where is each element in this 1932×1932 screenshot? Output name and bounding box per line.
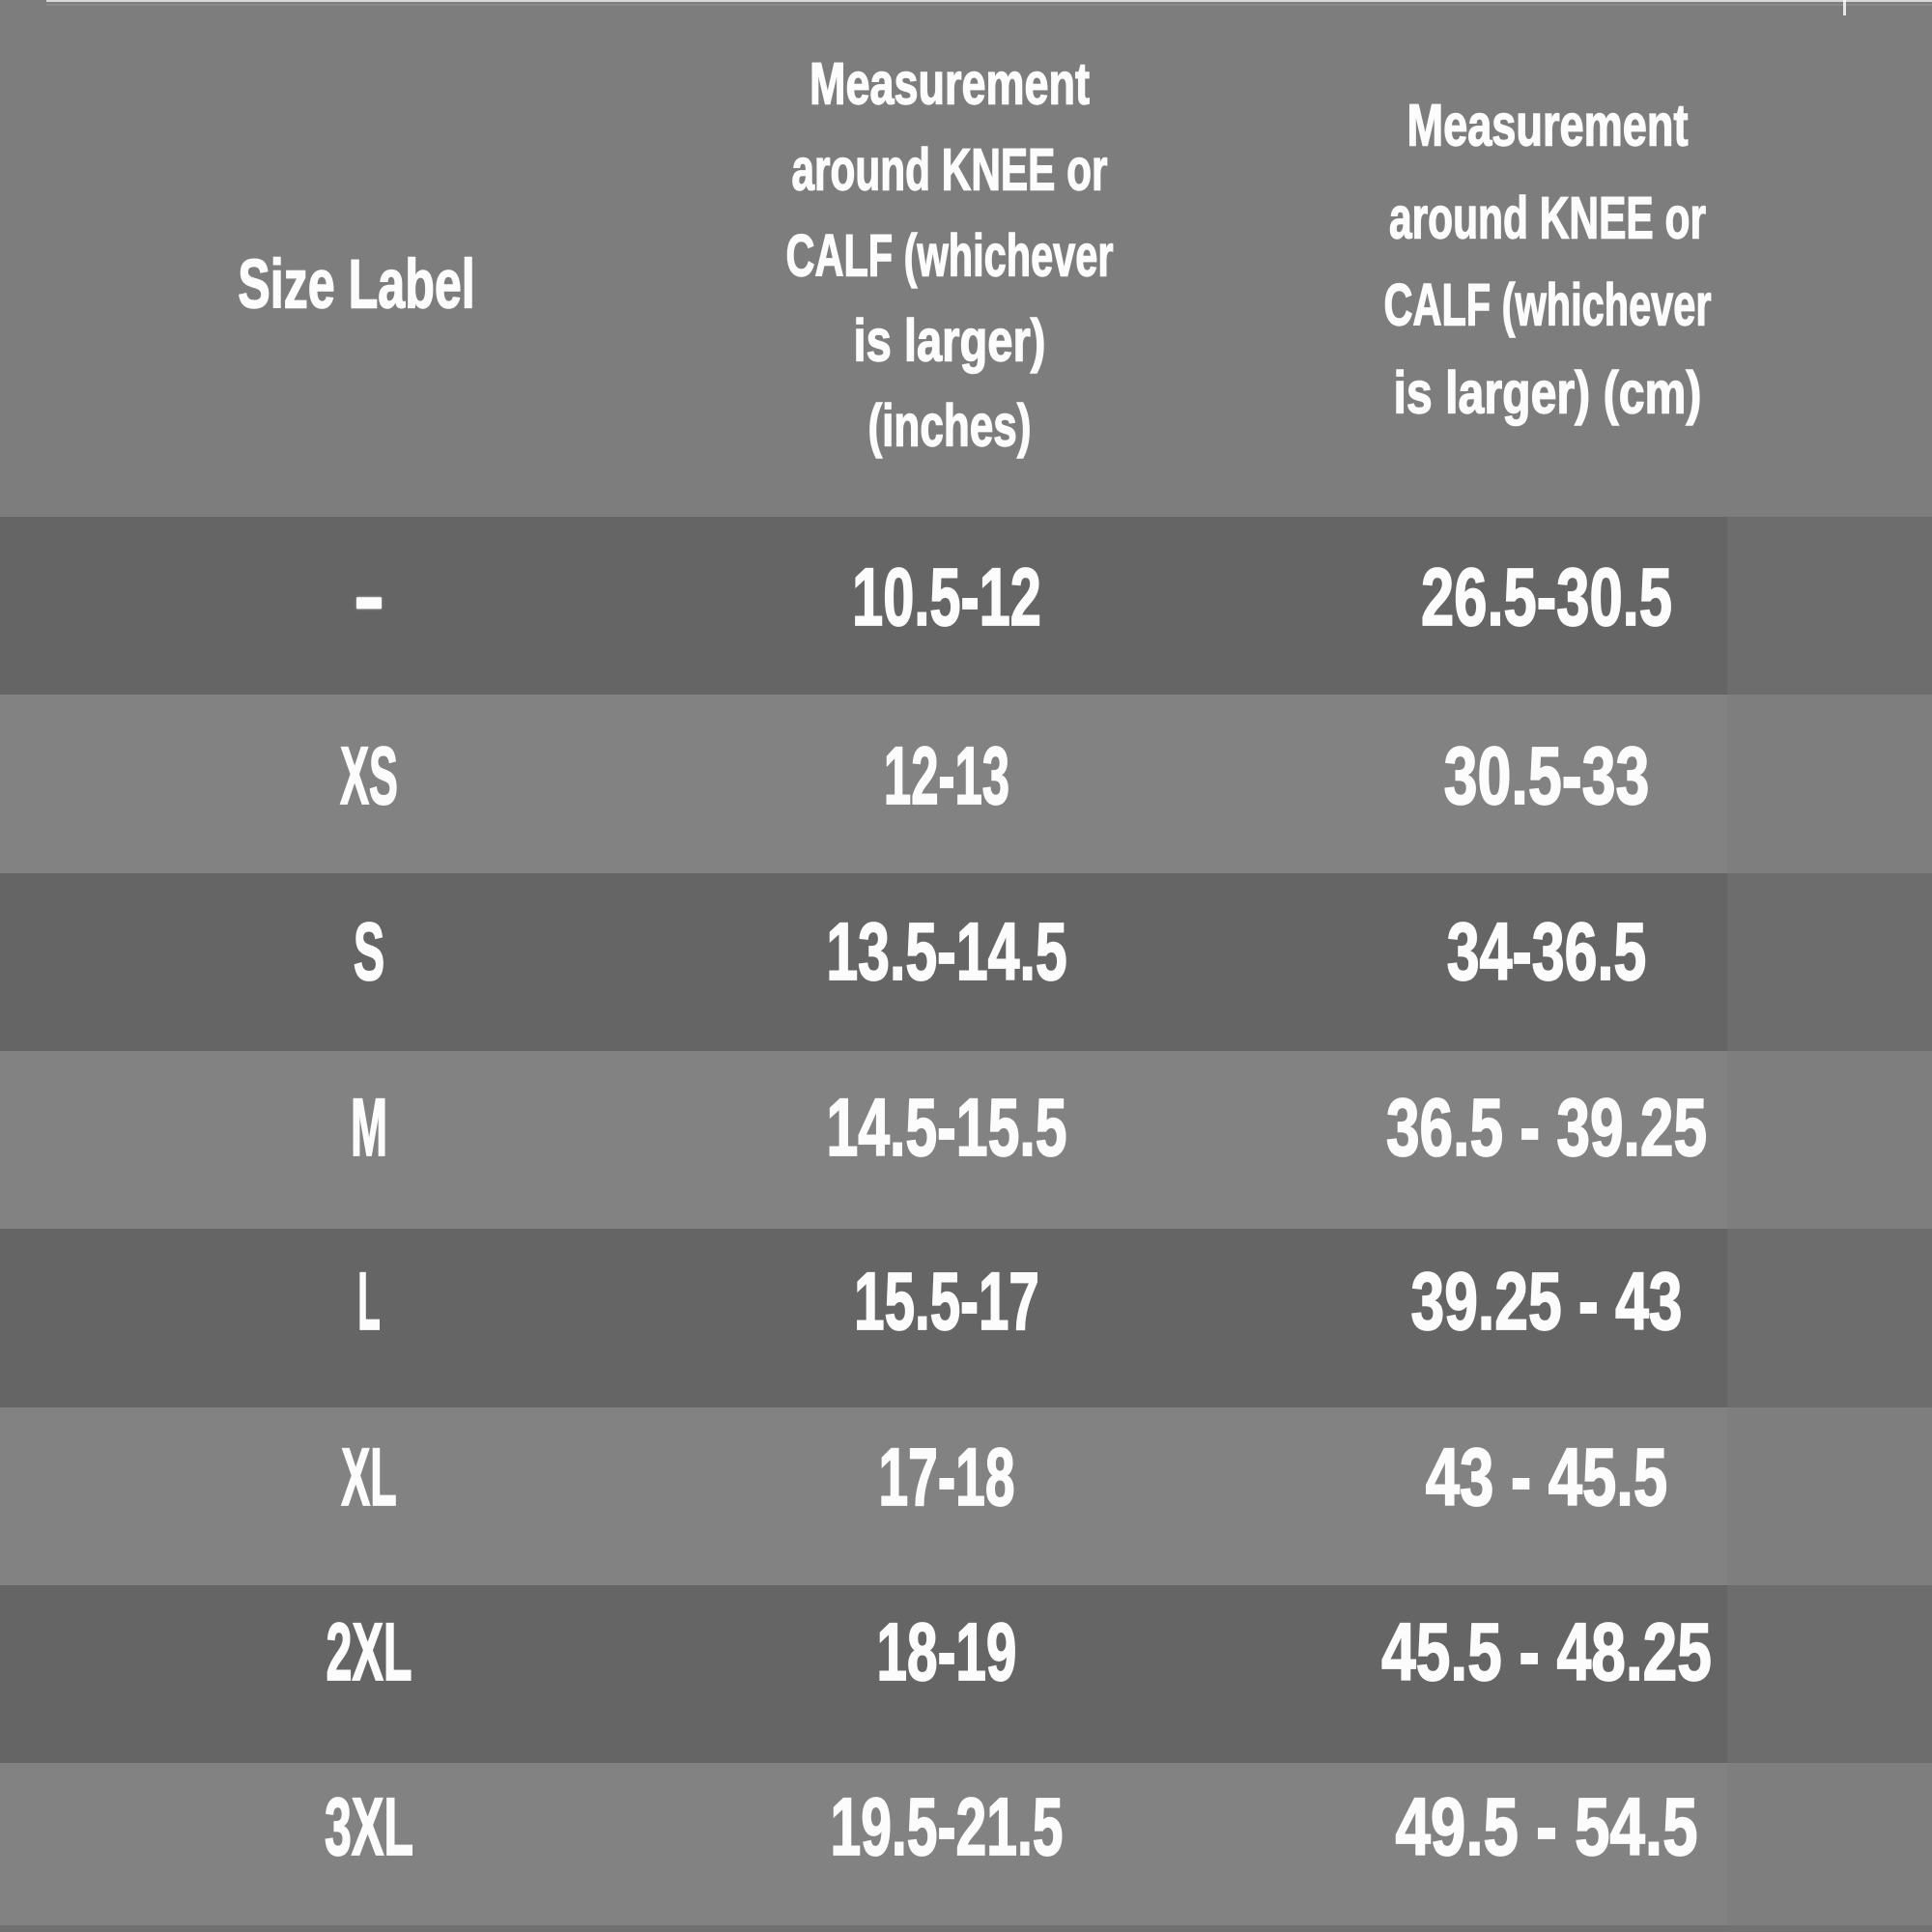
header-text: around KNEE or bbox=[791, 136, 1108, 203]
cell-size_label: XL bbox=[317, 1432, 420, 1522]
table-row bbox=[0, 1050, 1727, 1230]
table-row bbox=[0, 1229, 1727, 1407]
cell-text: 19.5-21.5 bbox=[830, 1780, 1064, 1872]
header-text: CALF (whichever bbox=[785, 222, 1114, 289]
cell-text: 2XL bbox=[326, 1605, 412, 1697]
cell-text: 10.5-12 bbox=[852, 552, 1042, 642]
header-inches-line: around KNEE or bbox=[722, 136, 1177, 203]
cell-text: 13.5-14.5 bbox=[826, 905, 1068, 997]
header-size-label-line: Size Label bbox=[189, 246, 525, 324]
cell-text: 30.5-33 bbox=[1442, 729, 1649, 821]
header-text: Measurement bbox=[809, 50, 1090, 117]
cell-text: 39.25 - 43 bbox=[1409, 1255, 1682, 1347]
table-row-right-margin bbox=[1727, 872, 1932, 1051]
cell-text: XS bbox=[339, 729, 398, 821]
header-cm-line: around KNEE or bbox=[1320, 185, 1775, 251]
cell-inches: 14.5-15.5 bbox=[776, 1081, 1119, 1173]
cell-text: 43 - 45.5 bbox=[1425, 1432, 1668, 1522]
cell-text: XL bbox=[341, 1432, 397, 1522]
header-text: is larger) (cm) bbox=[1393, 359, 1702, 426]
cell-text: 12-13 bbox=[883, 729, 1010, 821]
header-inches-line: Measurement bbox=[759, 50, 1139, 117]
header-text: Size Label bbox=[238, 246, 476, 324]
cell-text: 34-36.5 bbox=[1446, 905, 1647, 997]
cell-cm: 49.5 - 54.5 bbox=[1352, 1780, 1741, 1872]
bottom-edge-line bbox=[0, 1925, 1932, 1932]
header-text: around KNEE or bbox=[1388, 185, 1707, 251]
cell-cm: 43 - 45.5 bbox=[1386, 1432, 1707, 1522]
table-row bbox=[0, 1406, 1727, 1585]
cell-cm: 45.5 - 48.25 bbox=[1329, 1605, 1762, 1697]
table-row-right-margin bbox=[1727, 1763, 1932, 1932]
table-row bbox=[0, 1763, 1727, 1932]
cell-text: 3XL bbox=[324, 1780, 413, 1872]
cell-text: 18-19 bbox=[876, 1605, 1017, 1697]
table-row-right-margin bbox=[1727, 1229, 1932, 1407]
table-row bbox=[0, 695, 1727, 873]
cell-cm: 34-36.5 bbox=[1408, 905, 1684, 997]
table-row-right-margin bbox=[1727, 1584, 1932, 1764]
table-row-right-margin bbox=[1727, 1406, 1932, 1585]
top-tick-mark bbox=[1843, 0, 1846, 15]
cell-text: M bbox=[350, 1081, 387, 1173]
cell-text: 17-18 bbox=[878, 1432, 1015, 1522]
table-row-right-margin bbox=[1727, 695, 1932, 873]
header-text: (inches) bbox=[867, 392, 1032, 459]
cell-cm: 36.5 - 39.25 bbox=[1329, 1081, 1762, 1173]
cell-text: 15.5-17 bbox=[854, 1255, 1040, 1347]
cell-size_label: L bbox=[344, 1255, 393, 1347]
cell-cm: 26.5-30.5 bbox=[1375, 552, 1718, 642]
cell-text: L bbox=[357, 1255, 381, 1347]
header-text: is larger) bbox=[853, 307, 1046, 374]
cell-cm: 30.5-33 bbox=[1408, 729, 1684, 821]
cell-inches: 18-19 bbox=[843, 1605, 1051, 1697]
header-text: Measurement bbox=[1406, 92, 1689, 158]
top-faint-line bbox=[46, 4, 1932, 6]
cell-text: 36.5 - 39.25 bbox=[1385, 1081, 1707, 1173]
cell-size_label: 2XL bbox=[295, 1605, 443, 1697]
cell-size_label: M bbox=[335, 1081, 403, 1173]
cell-inches: 17-18 bbox=[843, 1432, 1051, 1522]
table-row-right-margin bbox=[1727, 517, 1932, 696]
cell-text: 45.5 - 48.25 bbox=[1380, 1605, 1712, 1697]
table-row bbox=[0, 1584, 1727, 1764]
header-inches-line: is larger) bbox=[825, 307, 1074, 374]
cell-inches: 19.5-21.5 bbox=[776, 1780, 1119, 1872]
cell-text: 49.5 - 54.5 bbox=[1394, 1780, 1697, 1872]
header-text: CALF (whichever bbox=[1383, 271, 1712, 338]
cell-text: 14.5-15.5 bbox=[826, 1081, 1067, 1173]
table-row bbox=[0, 517, 1727, 696]
header-cm-line: Measurement bbox=[1357, 92, 1737, 158]
header-cm-line: CALF (whichever bbox=[1307, 271, 1788, 338]
cell-inches: 15.5-17 bbox=[810, 1255, 1085, 1347]
cell-text: S bbox=[353, 905, 384, 997]
cell-text: 26.5-30.5 bbox=[1420, 552, 1672, 642]
cell-cm: 39.25 - 43 bbox=[1363, 1255, 1728, 1347]
table-row bbox=[0, 872, 1727, 1051]
header-cm-line: is larger) (cm) bbox=[1352, 359, 1742, 426]
cell-size_label: S bbox=[342, 905, 396, 997]
header-inches-line: (inches) bbox=[837, 392, 1063, 459]
cell-size_label: 3XL bbox=[295, 1780, 443, 1872]
header-inches-line: CALF (whichever bbox=[709, 222, 1190, 289]
table-row-right-margin bbox=[1727, 1050, 1932, 1230]
top-hairline bbox=[46, 0, 1932, 2]
cell-inches: 13.5-14.5 bbox=[776, 905, 1119, 997]
cell-inches: 12-13 bbox=[843, 729, 1051, 821]
cell-inches: 10.5-12 bbox=[810, 552, 1085, 642]
cell-size-label-dash bbox=[355, 597, 382, 609]
cell-size_label: XS bbox=[315, 729, 423, 821]
